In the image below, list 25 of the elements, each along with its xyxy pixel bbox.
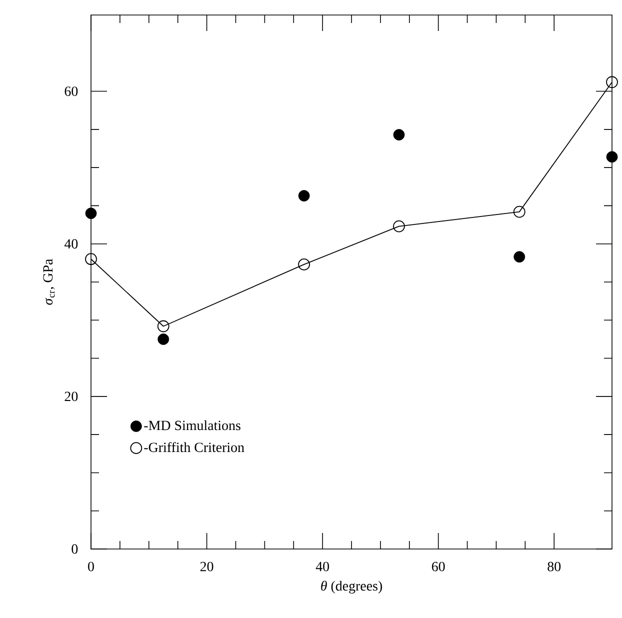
point	[606, 151, 618, 163]
point	[157, 320, 170, 332]
y-tick-label: 40	[64, 239, 78, 249]
point	[85, 208, 97, 220]
x-tick-label: 60	[432, 562, 445, 572]
point	[298, 190, 310, 202]
point	[393, 129, 405, 140]
point	[298, 258, 310, 270]
legend-label: -MD Simulations	[144, 420, 240, 430]
y-tick-label: 0	[72, 544, 78, 554]
x-tick-label: 80	[548, 562, 561, 572]
x-axis-title: θ (degrees)	[321, 580, 382, 594]
y-axis-title: σ$_{cr}$, GPa	[43, 258, 55, 305]
point	[85, 253, 97, 266]
x-tick-label: 20	[200, 562, 214, 572]
point	[513, 206, 526, 218]
point	[514, 251, 526, 263]
point	[393, 220, 405, 232]
point	[158, 334, 170, 345]
y-tick-label: 60	[64, 86, 78, 96]
legend-label: -Griffith Criterion	[144, 442, 244, 452]
x-tick-label: 0	[88, 562, 94, 572]
x-tick-label: 40	[316, 562, 329, 572]
point	[606, 76, 618, 88]
y-tick-label: 20	[64, 392, 78, 402]
